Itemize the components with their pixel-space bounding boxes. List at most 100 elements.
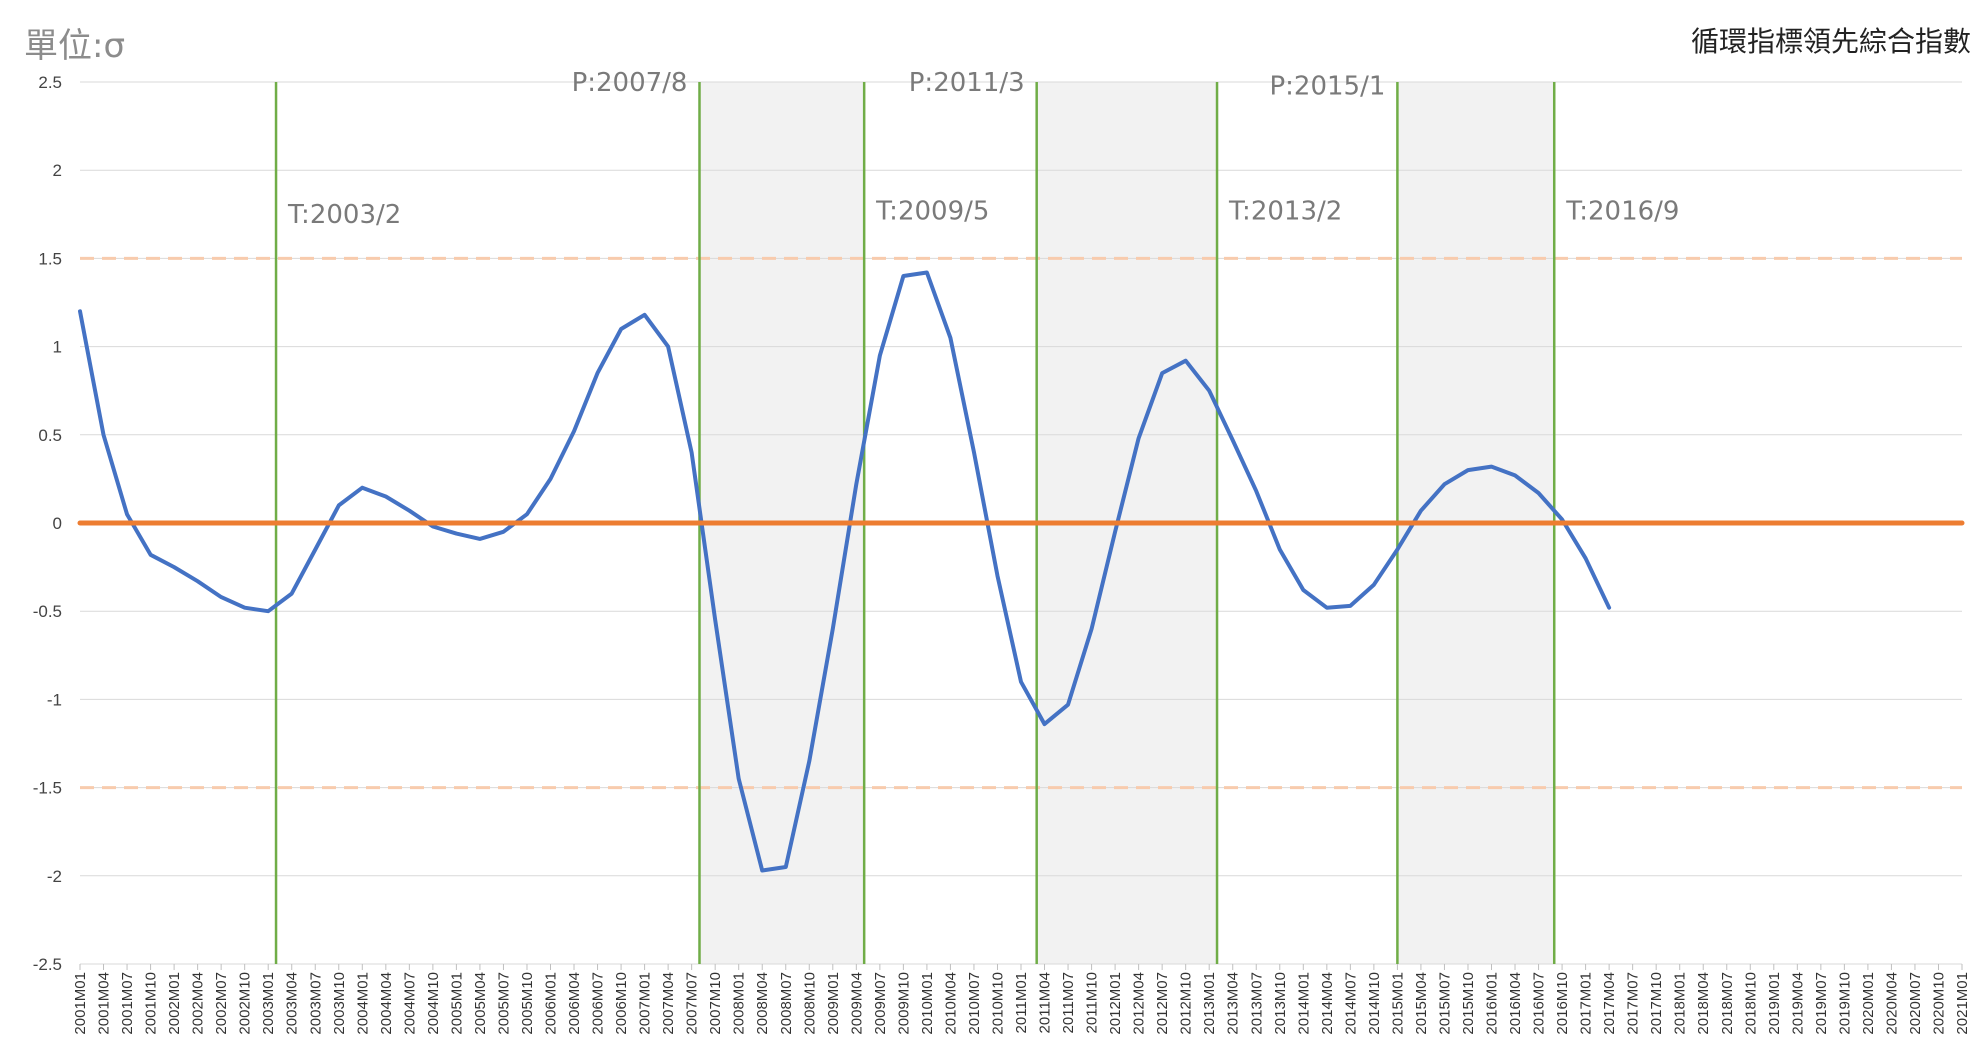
- x-tick-label: 2013M07: [1248, 972, 1265, 1035]
- x-tick-label: 2006M07: [590, 972, 607, 1035]
- unit-label: 單位:σ: [24, 26, 126, 66]
- x-tick-label: 2005M10: [519, 972, 536, 1035]
- x-tick-label: 2014M01: [1295, 972, 1312, 1035]
- x-tick-label: 2016M07: [1531, 972, 1548, 1035]
- x-tick-label: 2010M04: [942, 972, 959, 1035]
- y-tick-label: -1.5: [33, 779, 62, 798]
- x-tick-label: 2001M07: [119, 972, 136, 1035]
- y-tick-label: 1.5: [38, 249, 62, 268]
- x-tick-label: 2007M07: [684, 972, 701, 1035]
- x-tick-label: 2014M10: [1366, 972, 1383, 1035]
- x-tick-label: 2015M10: [1460, 972, 1477, 1035]
- x-tick-label: 2008M04: [754, 972, 771, 1035]
- x-tick-label: 2018M10: [1742, 972, 1759, 1035]
- turning-point-label: P:2011/3: [909, 68, 1025, 98]
- turning-point-label: P:2007/8: [572, 68, 688, 98]
- x-tick-label: 2010M10: [989, 972, 1006, 1035]
- x-tick-label: 2013M10: [1272, 972, 1289, 1035]
- x-tick-label: 2002M04: [190, 972, 207, 1035]
- x-tick-label: 2005M07: [495, 972, 512, 1035]
- x-tick-label: 2011M10: [1084, 972, 1101, 1033]
- x-tick-label: 2011M01: [1013, 972, 1030, 1033]
- x-tick-label: 2001M04: [96, 972, 113, 1035]
- leading-index-line: [78, 270, 1612, 873]
- x-tick-label: 2001M01: [72, 972, 89, 1035]
- x-tick-label: 2001M10: [143, 972, 160, 1035]
- x-tick-label: 2019M10: [1836, 972, 1853, 1035]
- x-tick-label: 2010M07: [966, 972, 983, 1035]
- x-tick-label: 2011M04: [1037, 972, 1054, 1033]
- x-tick-label: 2006M04: [566, 972, 583, 1035]
- x-tick-label: 2009M04: [848, 972, 865, 1035]
- x-tick-label: 2016M01: [1484, 972, 1501, 1035]
- x-tick-label: 2021M01: [1954, 972, 1971, 1035]
- x-tick-label: 2014M07: [1342, 972, 1359, 1035]
- x-tick-label: 2007M04: [660, 972, 677, 1035]
- x-tick-label: 2015M01: [1389, 972, 1406, 1035]
- y-tick-label: -0.5: [33, 602, 62, 621]
- x-tick-label: 2017M04: [1601, 972, 1618, 1035]
- x-tick-label: 2008M07: [778, 972, 795, 1035]
- y-tick-label: -2.5: [33, 955, 62, 974]
- y-tick-label: -1: [47, 690, 62, 709]
- x-tick-label: 2012M04: [1131, 972, 1148, 1035]
- y-tick-label: -2: [47, 867, 62, 886]
- x-tick-label: 2016M10: [1554, 972, 1571, 1035]
- x-tick-label: 2009M01: [825, 972, 842, 1035]
- x-tick-label: 2002M10: [237, 972, 254, 1035]
- x-tick-label: 2003M04: [284, 972, 301, 1035]
- y-tick-label: 0.5: [38, 426, 62, 445]
- x-tick-label: 2003M07: [307, 972, 324, 1035]
- x-tick-label: 2011M07: [1060, 972, 1077, 1033]
- x-tick-label: 2017M01: [1578, 972, 1595, 1035]
- x-tick-label: 2004M10: [425, 972, 442, 1035]
- x-tick-label: 2019M04: [1789, 972, 1806, 1035]
- x-tick-label: 2010M01: [919, 972, 936, 1035]
- x-tick-label: 2017M07: [1625, 972, 1642, 1035]
- x-tick-label: 2012M07: [1154, 972, 1171, 1035]
- x-tick-label: 2003M01: [260, 972, 277, 1035]
- y-tick-label: 0: [53, 514, 62, 533]
- x-tick-label: 2004M07: [401, 972, 418, 1035]
- x-tick-label: 2018M01: [1672, 972, 1689, 1035]
- x-tick-label: 2002M07: [213, 972, 230, 1035]
- x-tick-label: 2020M10: [1930, 972, 1947, 1035]
- x-tick-label: 2016M04: [1507, 972, 1524, 1035]
- turning-point-label: T:2016/9: [1565, 197, 1679, 227]
- y-tick-label: 2.5: [38, 73, 62, 92]
- x-tick-label: 2015M04: [1413, 972, 1430, 1035]
- y-tick-label: 1: [53, 338, 62, 357]
- x-tick-label: 2014M04: [1319, 972, 1336, 1035]
- turning-point-label: P:2015/1: [1269, 71, 1385, 101]
- turning-point-label: T:2013/2: [1228, 197, 1342, 227]
- x-tick-label: 2012M10: [1178, 972, 1195, 1035]
- y-tick-label: 2: [53, 161, 62, 180]
- x-tick-label: 2013M01: [1201, 972, 1218, 1035]
- x-tick-label: 2017M10: [1648, 972, 1665, 1035]
- x-tick-label: 2007M01: [637, 972, 654, 1035]
- x-tick-label: 2018M07: [1719, 972, 1736, 1035]
- x-tick-label: 2004M04: [378, 972, 395, 1035]
- x-tick-label: 2020M01: [1860, 972, 1877, 1035]
- x-tick-label: 2019M07: [1813, 972, 1830, 1035]
- x-tick-label: 2019M01: [1766, 972, 1783, 1035]
- x-tick-label: 2020M04: [1883, 972, 1900, 1035]
- x-tick-label: 2009M10: [895, 972, 912, 1035]
- x-tick-label: 2012M01: [1107, 972, 1124, 1035]
- x-tick-label: 2009M07: [872, 972, 889, 1035]
- x-tick-label: 2018M04: [1695, 972, 1712, 1035]
- x-tick-label: 2004M01: [354, 972, 371, 1035]
- x-tick-label: 2006M10: [613, 972, 630, 1035]
- x-tick-label: 2005M04: [472, 972, 489, 1035]
- turning-point-label: T:2009/5: [875, 197, 989, 227]
- x-tick-label: 2008M10: [801, 972, 818, 1035]
- x-tick-label: 2020M07: [1907, 972, 1924, 1035]
- x-tick-label: 2013M04: [1225, 972, 1242, 1035]
- x-tick-label: 2008M01: [731, 972, 748, 1035]
- x-tick-label: 2003M10: [331, 972, 348, 1035]
- x-tick-label: 2006M01: [543, 972, 560, 1035]
- x-tick-label: 2002M01: [166, 972, 183, 1035]
- chart-title: 循環指標領先綜合指數: [1690, 25, 1971, 58]
- x-tick-label: 2007M10: [707, 972, 724, 1035]
